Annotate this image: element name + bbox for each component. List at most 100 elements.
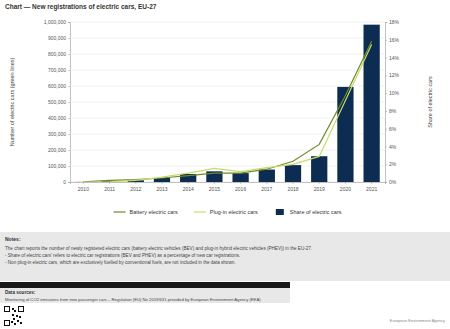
legend-label: Battery electric cars [130,209,179,215]
y-axis: 0 100,000 200,000 300,000 400,000 500,000 600,… [44,19,71,185]
y-axis-tick-label: 900,000 [48,35,66,41]
y2-axis-tick-mark [385,22,387,23]
y-axis-tick-mark [68,182,70,183]
grid-line [70,22,385,23]
chart-title: Chart — New registrations of electric ca… [5,3,157,11]
legend-item: Share of electric cars [276,209,342,215]
notes-box [0,232,450,281]
notes-heading: Notes: [5,236,21,242]
qr-module [20,322,22,324]
x-axis-tick: 2010 [78,182,89,192]
y2-axis-line [386,23,388,183]
y2-axis: 0%2%4%6%8%10%12%14%16%18% [385,19,400,185]
x-axis-tick: 2017 [261,182,272,192]
x-axis-tick-label: 2012 [130,186,141,192]
x-axis-tick-mark [240,182,241,184]
footer: European Environment Agency [390,318,445,323]
x-axis-tick-mark [371,182,372,184]
y2-axis-tick-mark [385,146,387,147]
legend-swatch [194,211,206,212]
bar [364,25,380,182]
y-axis-tick: 500,000 [48,99,70,105]
y2-axis-tick-label: 4% [389,144,397,150]
separator-band [0,282,290,288]
x-axis-tick-mark [109,182,110,184]
y2-axis-tick: 18% [385,19,400,25]
y2-axis-tick-label: 6% [389,126,397,132]
qr-module [11,321,13,323]
y2-axis-tick-mark [385,75,387,76]
y-axis-tick-mark [68,118,70,119]
y-axis-tick: 800,000 [48,51,70,57]
y2-axis-tick: 16% [385,37,400,43]
qr-finder [19,307,24,312]
y2-axis-tick-label: 16% [389,37,400,43]
x-axis-tick-mark [266,182,267,184]
y2-axis-title: Share of electric cars [427,76,433,128]
y2-axis-tick: 4% [385,144,397,150]
bar [259,170,275,182]
y-axis-tick-label: 700,000 [48,67,66,73]
grid-line [70,86,385,87]
y-axis-tick-label: 500,000 [48,99,66,105]
qr-finder [5,321,10,326]
y-axis-tick-label: 800,000 [48,51,66,57]
line-series [83,41,371,182]
x-axis-tick: 2011 [104,182,115,192]
x-axis-tick: 2020 [340,182,351,192]
x-axis: 2010201120122013201420152016201720182019… [71,182,386,192]
y-axis-tick: 0 [63,179,70,185]
y-axis-tick-mark [68,86,70,87]
grid-line [70,38,385,39]
legend-item: Plug-in electric cars [194,209,258,215]
legend-swatch [114,211,126,212]
y-axis-tick: 1,000,000 [44,19,70,25]
y-axis-tick: 400,000 [48,115,70,121]
y2-axis-tick-label: 2% [389,161,397,167]
legend-label: Share of electric cars [290,209,342,215]
y2-axis-tick-mark [385,93,387,94]
y2-axis-tick: 0% [385,179,397,185]
qr-finder [5,307,10,312]
y-axis-tick: 700,000 [48,67,70,73]
x-axis-tick: 2013 [156,182,167,192]
y-axis-tick-label: 200,000 [48,147,66,153]
notes-line: - Non plug-in electric cars, which are e… [5,260,236,265]
x-axis-tick-label: 2013 [156,186,167,192]
y-axis-tick-mark [68,150,70,151]
y-axis-tick: 600,000 [48,83,70,89]
y-axis-tick-mark [68,166,70,167]
y2-axis-tick-mark [385,111,387,112]
y-axis-tick-label: 100,000 [48,163,66,169]
x-axis-tick-mark [83,182,84,184]
bar [232,173,248,182]
y-axis-title: Number of electric cars (green lines) [9,58,15,147]
qr-module [19,316,21,318]
y2-axis-tick: 12% [385,72,400,78]
x-axis-line [71,183,386,185]
y-axis-tick-mark [68,134,70,135]
x-axis-tick-label: 2021 [366,186,377,192]
y-axis-tick-label: 300,000 [48,131,66,137]
y2-axis-tick-mark [385,164,387,165]
notes-line: - Share of electric cars' refers to elec… [5,253,240,258]
x-axis-tick-label: 2010 [78,186,89,192]
y-axis-tick-mark [68,70,70,71]
bar [311,156,327,182]
y2-axis-tick-label: 12% [389,72,400,78]
y-axis-tick: 300,000 [48,131,70,137]
y2-axis-tick-mark [385,58,387,59]
x-axis-tick-label: 2016 [235,186,246,192]
x-axis-tick-mark [135,182,136,184]
x-axis-tick: 2016 [235,182,246,192]
x-axis-tick: 2019 [314,182,325,192]
qr-module [14,323,16,325]
x-axis-tick-label: 2014 [183,186,194,192]
x-axis-tick: 2014 [183,182,194,192]
y-axis-line [68,23,71,183]
qr-module [16,315,18,317]
y-axis-tick: 100,000 [48,163,70,169]
y-axis-tick-mark [68,22,70,23]
y-axis-tick-label: 0 [63,179,66,185]
x-axis-tick: 2015 [209,182,220,192]
